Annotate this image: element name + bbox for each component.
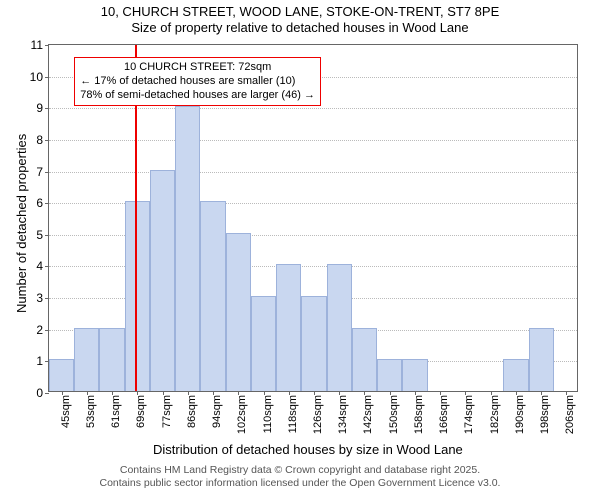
histogram-bar [352,328,377,391]
x-tick-label: 182sqm [489,395,501,434]
footer-line1: Contains HM Land Registry data © Crown c… [0,464,600,477]
x-tick-label: 206sqm [564,395,576,434]
footer-line2: Contains public sector information licen… [0,477,600,490]
x-tick-label: 166sqm [438,395,450,434]
histogram-bar [49,359,74,391]
y-tick-label: 4 [36,259,49,273]
x-tick-label: 94sqm [211,395,223,428]
x-axis-label: Distribution of detached houses by size … [153,442,463,457]
x-tick-label: 174sqm [463,395,475,434]
histogram-bar [301,296,326,391]
histogram-bar [402,359,427,391]
annotation-line: 10 CHURCH STREET: 72sqm [80,60,315,74]
y-tick-label: 8 [36,133,49,147]
y-tick-label: 2 [36,323,49,337]
chart-title: 10, CHURCH STREET, WOOD LANE, STOKE-ON-T… [0,0,600,37]
histogram-bar [150,170,175,391]
x-tick-label: 134sqm [337,395,349,434]
y-axis-label: Number of detached properties [14,134,29,313]
x-tick-label: 110sqm [262,395,274,433]
x-tick-label: 77sqm [161,395,173,428]
histogram-bar [529,328,554,391]
plot-area: 0123456789101145sqm53sqm61sqm69sqm77sqm8… [48,44,578,392]
x-tick-label: 150sqm [388,395,400,434]
y-tick-label: 0 [36,386,49,400]
x-tick-label: 45sqm [60,395,72,428]
y-tick-label: 1 [36,354,49,368]
x-tick-label: 142sqm [362,395,374,434]
histogram-bar [503,359,528,391]
x-tick-label: 190sqm [514,395,526,434]
x-tick-label: 86sqm [186,395,198,428]
x-tick-label: 118sqm [287,395,299,433]
y-tick-label: 7 [36,165,49,179]
gridline [49,172,577,173]
gridline [49,140,577,141]
x-tick-label: 158sqm [413,395,425,434]
histogram-bar [200,201,225,391]
y-tick-label: 9 [36,101,49,115]
x-tick-label: 69sqm [135,395,147,428]
y-tick-label: 6 [36,196,49,210]
x-tick-label: 61sqm [110,395,122,428]
x-tick-label: 53sqm [85,395,97,428]
annotation-line: 78% of semi-detached houses are larger (… [80,88,315,102]
histogram-bar [226,233,251,391]
y-tick-label: 3 [36,291,49,305]
histogram-bar [276,264,301,391]
title-line2: Size of property relative to detached ho… [0,20,600,36]
annotation-line: ← 17% of detached houses are smaller (10… [80,74,315,88]
gridline [49,108,577,109]
histogram-bar [251,296,276,391]
histogram-bar [377,359,402,391]
x-tick-label: 198sqm [539,395,551,434]
histogram-bar [74,328,99,391]
histogram-bar [125,201,150,391]
annotation-box: 10 CHURCH STREET: 72sqm← 17% of detached… [74,57,321,106]
histogram-bar [99,328,124,391]
histogram-bar [327,264,352,391]
title-line1: 10, CHURCH STREET, WOOD LANE, STOKE-ON-T… [0,4,600,20]
footer-attribution: Contains HM Land Registry data © Crown c… [0,464,600,490]
y-tick-label: 10 [30,70,49,84]
x-tick-label: 126sqm [312,395,324,434]
y-tick-label: 11 [31,38,49,52]
x-tick-label: 102sqm [236,395,248,434]
y-tick-label: 5 [36,228,49,242]
histogram-bar [175,106,200,391]
